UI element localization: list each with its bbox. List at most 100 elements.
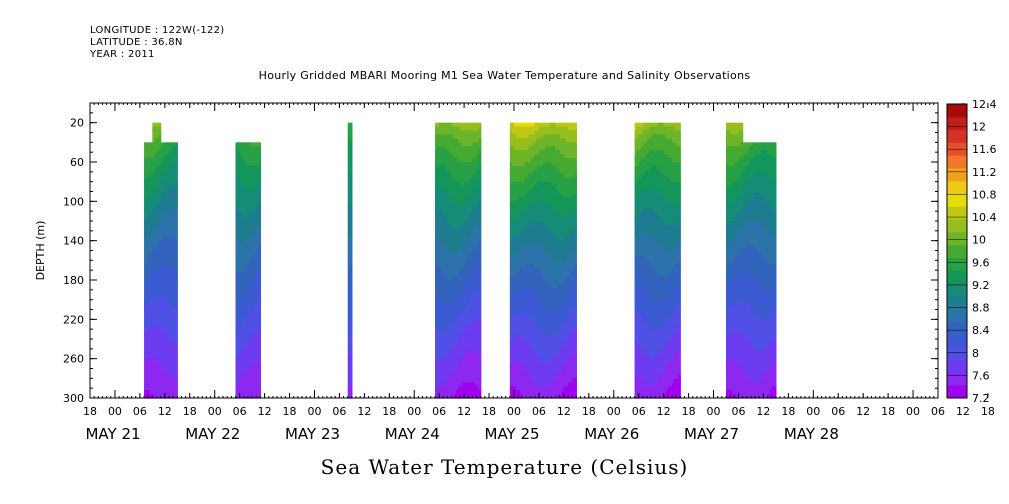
temperature-cell	[518, 331, 521, 336]
temperature-cell	[451, 224, 455, 230]
temperature-cell	[518, 240, 521, 246]
temperature-cell	[514, 370, 517, 375]
temperature-cell	[532, 134, 536, 139]
temperature-cell	[443, 339, 447, 344]
temperature-cell	[175, 323, 178, 328]
temperature-cell	[243, 354, 247, 360]
temperature-cell	[154, 295, 158, 301]
temperature-cell	[516, 181, 519, 187]
temperature-cell	[162, 382, 166, 387]
temperature-cell	[549, 169, 553, 175]
temperature-cell	[545, 339, 548, 344]
temperature-cell	[451, 260, 455, 265]
temperature-cell	[545, 327, 548, 332]
temperature-cell	[237, 287, 241, 293]
temperature-cell	[349, 138, 353, 143]
temperature-cell	[447, 260, 451, 265]
temperature-cell	[441, 201, 444, 206]
temperature-cell	[470, 374, 474, 379]
temperature-cell	[175, 264, 178, 269]
temperature-cell	[534, 339, 538, 344]
temperature-cell	[451, 264, 455, 269]
temperature-cell	[551, 232, 555, 238]
temperature-cell	[511, 307, 515, 313]
temperature-cell	[514, 342, 517, 348]
temperature-cell	[247, 240, 251, 246]
temperature-cell	[164, 201, 168, 206]
temperature-cell	[536, 142, 540, 147]
temperature-cell	[252, 228, 255, 234]
temperature-cell	[150, 248, 153, 254]
temperature-cell	[160, 181, 164, 187]
temperature-cell	[530, 315, 534, 320]
temperature-cell	[168, 335, 172, 340]
temperature-cell	[175, 358, 178, 364]
temperature-cell	[162, 303, 166, 309]
temperature-cell	[462, 342, 465, 348]
temperature-cell	[162, 386, 166, 391]
temperature-cell	[451, 209, 455, 214]
temperature-cell	[237, 386, 241, 391]
temperature-cell	[514, 394, 517, 399]
temperature-cell	[445, 276, 449, 281]
temperature-cell	[150, 185, 153, 191]
temperature-cell	[154, 319, 158, 324]
temperature-cell	[536, 201, 540, 206]
temperature-cell	[144, 232, 147, 238]
temperature-cell	[541, 169, 544, 175]
temperature-cell	[464, 362, 467, 368]
temperature-cell	[530, 248, 534, 254]
temperature-cell	[459, 319, 463, 324]
temperature-cell	[462, 224, 465, 230]
temperature-cell	[166, 335, 170, 340]
temperature-cell	[541, 268, 544, 273]
temperature-cell	[541, 315, 544, 320]
temperature-cell	[455, 319, 459, 324]
temperature-cell	[152, 339, 156, 344]
temperature-cell	[447, 346, 451, 352]
temperature-cell	[250, 193, 253, 198]
temperature-cell	[511, 162, 515, 167]
temperature-cell	[241, 268, 245, 273]
temperature-cell	[476, 201, 480, 206]
temperature-cell	[156, 354, 160, 360]
data-segment-1	[144, 122, 178, 399]
temperature-cell	[528, 169, 532, 175]
temperature-cell	[509, 205, 513, 210]
temperature-cell	[166, 189, 170, 195]
temperature-cell	[435, 276, 438, 281]
temperature-cell	[551, 181, 555, 187]
temperature-cell	[472, 354, 476, 360]
temperature-cell	[518, 232, 521, 238]
temperature-cell	[437, 291, 440, 297]
temperature-cell	[447, 280, 451, 285]
temperature-cell	[166, 165, 170, 171]
temperature-cell	[470, 213, 474, 218]
temperature-cell	[468, 390, 471, 395]
temperature-cell	[435, 342, 438, 348]
temperature-cell	[171, 201, 174, 206]
temperature-cell	[347, 252, 351, 257]
temperature-cell	[538, 260, 542, 265]
temperature-cell	[146, 335, 149, 340]
temperature-cell	[466, 134, 469, 139]
temperature-cell	[468, 327, 471, 332]
temperature-cell	[243, 378, 247, 383]
temperature-cell	[530, 162, 534, 167]
temperature-cell	[443, 126, 447, 132]
temperature-cell	[158, 260, 162, 265]
temperature-cell	[443, 205, 447, 210]
temperature-cell	[241, 154, 245, 159]
temperature-cell	[451, 240, 455, 246]
temperature-cell	[472, 154, 476, 159]
temperature-cell	[534, 134, 538, 139]
temperature-cell	[152, 272, 156, 277]
temperature-cell	[526, 197, 530, 202]
temperature-cell	[437, 358, 440, 364]
temperature-cell	[258, 146, 262, 151]
temperature-cell	[474, 394, 478, 399]
temperature-cell	[254, 236, 257, 242]
temperature-cell	[455, 130, 459, 136]
temperature-cell	[538, 142, 542, 147]
temperature-cell	[468, 256, 471, 261]
